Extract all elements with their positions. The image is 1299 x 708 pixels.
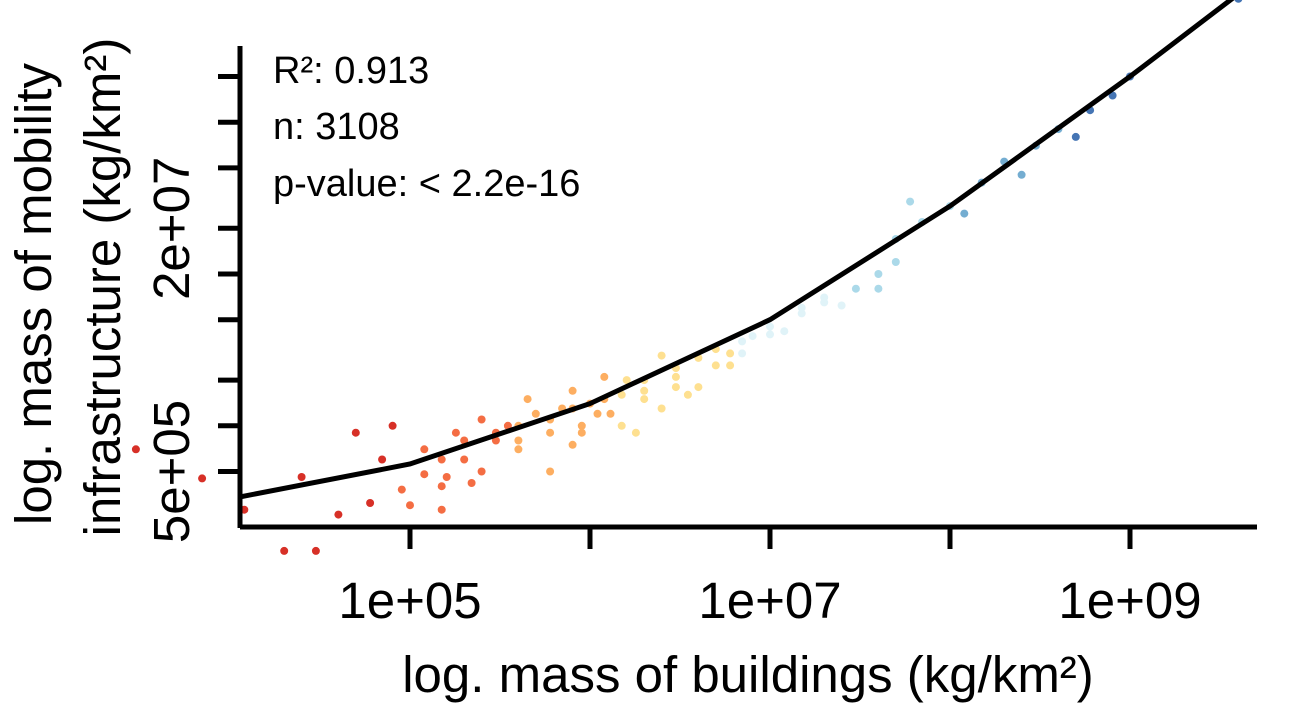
data-point <box>766 322 774 331</box>
y-tick-label: 5e+05 <box>143 400 200 543</box>
data-point <box>820 293 829 302</box>
data-point <box>420 470 429 479</box>
data-point <box>851 284 860 293</box>
data-point <box>671 383 680 392</box>
data-point <box>960 209 969 218</box>
data-point <box>437 455 446 464</box>
data-point <box>797 309 806 318</box>
data-point <box>1071 132 1080 141</box>
data-point <box>622 376 631 385</box>
data-point <box>442 473 451 481</box>
stats-annotation: R²: 0.913 n: 3108 p-value: < 2.2e-16 <box>273 50 580 205</box>
data-point <box>388 421 397 430</box>
data-point <box>657 351 666 360</box>
data-point <box>514 436 523 445</box>
data-point <box>311 546 320 555</box>
y-axis-ticks <box>218 74 240 474</box>
data-point <box>546 467 555 476</box>
y-tick-label: 2e+07 <box>143 157 200 300</box>
data-point <box>1234 0 1243 3</box>
x-axis-label: log. mass of buildings (kg/km²) <box>402 646 1094 703</box>
data-point <box>640 395 649 404</box>
data-point <box>514 445 523 454</box>
data-point <box>491 436 500 445</box>
data-point <box>617 390 626 399</box>
data-point <box>748 332 757 341</box>
data-point <box>640 386 649 395</box>
data-point <box>366 499 375 507</box>
data-point <box>420 445 429 454</box>
data-point <box>477 415 486 424</box>
data-point <box>606 409 615 418</box>
data-point <box>568 440 577 449</box>
data-point <box>131 445 140 454</box>
data-point <box>531 409 540 418</box>
data-point <box>631 428 640 437</box>
data-point <box>738 349 747 358</box>
data-point <box>711 361 720 370</box>
data-point <box>378 455 387 464</box>
data-point <box>837 301 846 310</box>
data-point <box>451 428 460 437</box>
data-point <box>726 361 735 370</box>
x-tick-label: 1e+07 <box>698 572 841 629</box>
data-point <box>874 270 883 278</box>
data-point <box>460 436 469 445</box>
data-point <box>671 372 680 381</box>
stat-p-value: p-value: < 2.2e-16 <box>273 163 580 205</box>
data-point <box>577 428 586 437</box>
data-point <box>406 501 414 510</box>
x-axis-ticks <box>407 527 1133 549</box>
x-tick-label: 1e+09 <box>1058 572 1201 629</box>
data-point <box>891 258 900 266</box>
data-point <box>577 421 586 430</box>
data-point <box>726 349 735 358</box>
y-axis-label-line2: infrastructure (kg/km²) <box>74 38 131 537</box>
data-point <box>467 479 476 487</box>
fit-line <box>237 0 1235 501</box>
data-point <box>437 482 446 491</box>
data-point <box>198 474 207 483</box>
data-point <box>437 505 446 514</box>
x-tick-label: 1e+05 <box>338 572 481 629</box>
data-point <box>477 467 486 476</box>
data-point <box>600 372 609 381</box>
data-point <box>797 303 806 312</box>
data-point <box>593 409 602 418</box>
data-point <box>906 197 915 206</box>
y-tick-labels: 5e+05 2e+07 <box>143 157 200 543</box>
data-point <box>657 404 666 413</box>
data-point <box>351 428 360 437</box>
data-point <box>503 421 512 430</box>
data-point <box>738 337 747 346</box>
data-point <box>397 485 406 494</box>
data-point <box>568 386 577 395</box>
x-tick-labels: 1e+05 1e+07 1e+09 <box>338 572 1201 629</box>
data-point <box>460 455 469 464</box>
data-point <box>297 473 306 481</box>
data-point <box>874 284 883 293</box>
y-axis-label-line1: log. mass of mobility <box>5 63 62 525</box>
data-point <box>523 395 532 404</box>
data-point <box>280 546 289 555</box>
data-point <box>617 421 626 430</box>
data-point <box>546 428 555 437</box>
data-point <box>683 390 692 399</box>
data-point <box>694 383 703 392</box>
data-point <box>766 330 774 339</box>
data-point <box>1017 170 1026 179</box>
stat-n: n: 3108 <box>273 106 400 148</box>
stat-r-squared: R²: 0.913 <box>273 50 429 92</box>
data-point <box>334 510 343 519</box>
data-point <box>780 327 789 336</box>
